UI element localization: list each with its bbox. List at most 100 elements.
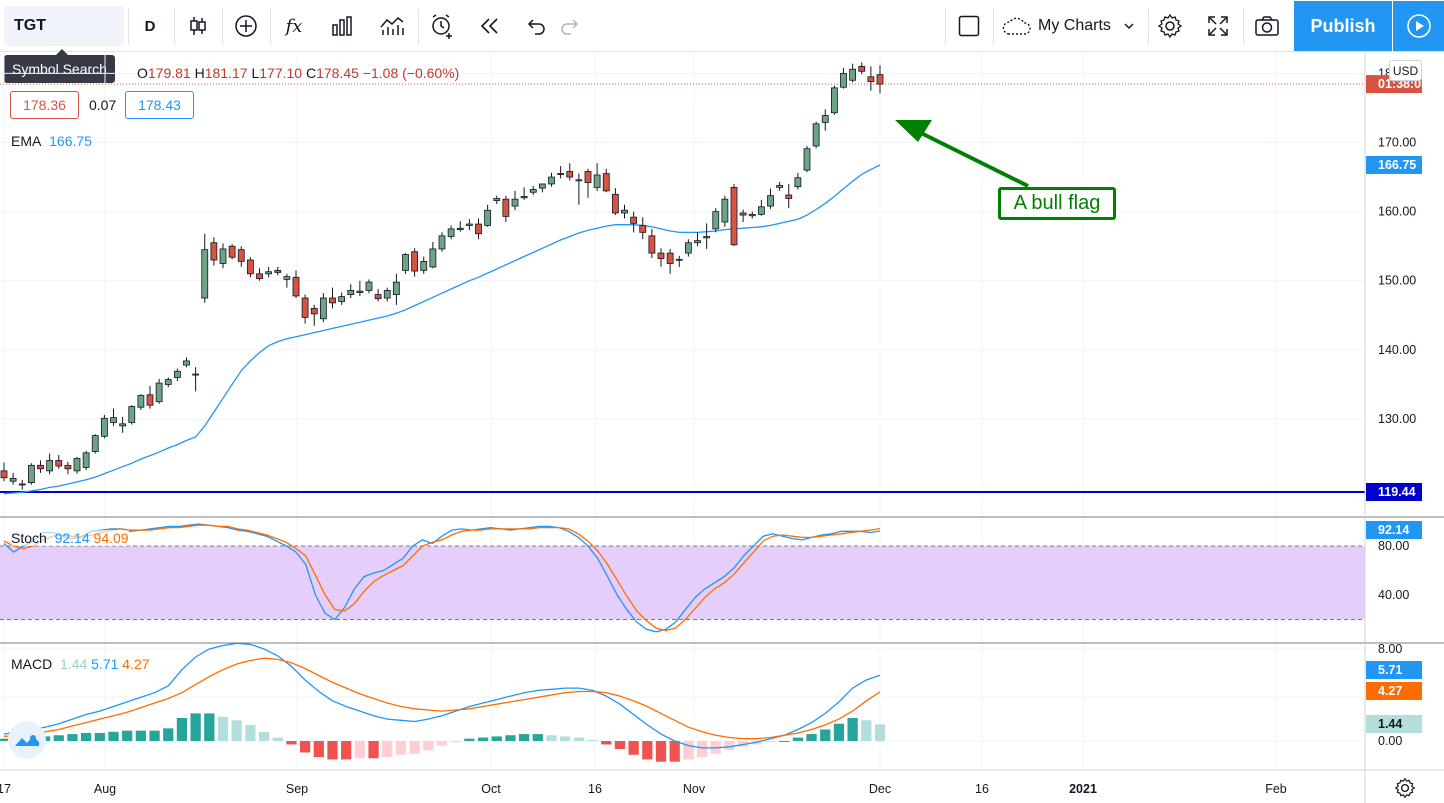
templates-button[interactable] bbox=[324, 0, 360, 52]
candle-body bbox=[100, 417, 108, 437]
macd-histogram-bar bbox=[327, 741, 338, 760]
macd-signal-value: 4.27 bbox=[122, 656, 150, 672]
macd-signal-badge-text: 4.27 bbox=[1378, 684, 1402, 698]
ema-legend[interactable]: EMA 166.75 bbox=[11, 133, 92, 149]
candle-body bbox=[502, 198, 510, 217]
candle-body bbox=[64, 464, 72, 470]
candle-body bbox=[794, 177, 802, 188]
candle-body bbox=[484, 209, 492, 226]
macd-line-value: 5.71 bbox=[91, 656, 119, 672]
candle-body bbox=[402, 254, 409, 271]
tradingview-logo[interactable] bbox=[8, 721, 46, 759]
candle bbox=[511, 190, 519, 211]
candle bbox=[812, 121, 820, 149]
candle bbox=[684, 239, 692, 257]
candle bbox=[137, 394, 145, 411]
stoch-d-value: 94.09 bbox=[93, 530, 129, 546]
candle bbox=[210, 237, 218, 266]
fx-icon: fx bbox=[285, 15, 303, 37]
candle bbox=[648, 228, 656, 258]
stoch-band-fill bbox=[0, 546, 1365, 620]
ask-value: 178.43 bbox=[138, 97, 181, 113]
candle-body bbox=[228, 245, 236, 258]
cloud-icon bbox=[1002, 17, 1031, 35]
candle bbox=[37, 460, 44, 473]
bar-style-button[interactable] bbox=[180, 0, 216, 52]
annotation-box[interactable]: A bull flag bbox=[998, 187, 1116, 220]
symbol-search-button[interactable]: TGT bbox=[4, 6, 124, 46]
macd-histogram-bar bbox=[477, 737, 489, 741]
macd-histogram-bar bbox=[163, 728, 174, 741]
macd-histogram-bar bbox=[464, 738, 475, 741]
candle-body bbox=[748, 213, 756, 217]
candle-body bbox=[575, 179, 583, 182]
candle-body bbox=[803, 148, 811, 171]
axis-settings-button[interactable] bbox=[1394, 777, 1418, 801]
interval-button[interactable]: D bbox=[132, 0, 168, 52]
candle bbox=[821, 109, 829, 131]
alert-button[interactable] bbox=[424, 0, 460, 52]
macd-legend[interactable]: MACD 1.44 5.71 4.27 bbox=[11, 656, 150, 672]
fullscreen-button[interactable] bbox=[1200, 0, 1236, 52]
candle-body bbox=[849, 68, 857, 81]
candle bbox=[803, 145, 811, 173]
toolbar-separator bbox=[270, 8, 271, 44]
candle bbox=[867, 66, 875, 91]
settings-button[interactable] bbox=[1152, 0, 1188, 52]
candle-body bbox=[219, 248, 227, 264]
candle bbox=[675, 255, 683, 267]
macd-histogram-bar bbox=[149, 730, 160, 741]
replay-button[interactable] bbox=[472, 0, 508, 52]
candles-icon bbox=[190, 17, 206, 35]
candle bbox=[621, 204, 628, 219]
candle bbox=[365, 279, 373, 294]
hline-price-badge-text: 119.44 bbox=[1378, 485, 1416, 499]
candle-body bbox=[27, 464, 35, 483]
replay-play-button[interactable] bbox=[1393, 1, 1444, 51]
candle bbox=[55, 454, 63, 469]
candle-body bbox=[356, 290, 364, 293]
macd-histogram-bar bbox=[614, 741, 626, 750]
financials-button[interactable] bbox=[374, 0, 410, 52]
compare-button[interactable] bbox=[228, 0, 264, 52]
undo-button[interactable] bbox=[518, 0, 554, 52]
candle-body bbox=[876, 74, 884, 85]
macd-histogram-bar bbox=[683, 741, 694, 760]
axes: 130.00140.00150.00160.00170.00180.0001:3… bbox=[0, 52, 1444, 803]
stoch-legend[interactable]: Stoch 92.14 94.09 bbox=[11, 530, 129, 546]
candle-body bbox=[411, 251, 419, 272]
my-charts-button[interactable]: My Charts bbox=[998, 0, 1144, 52]
candle bbox=[256, 268, 263, 281]
redo-button[interactable] bbox=[552, 0, 588, 52]
toolbar-separator bbox=[1148, 8, 1149, 44]
candle bbox=[602, 168, 610, 193]
macd-hist-badge: 1.44 bbox=[1366, 715, 1422, 733]
macd-histogram-bar bbox=[779, 741, 790, 742]
currency-button[interactable]: USD bbox=[1389, 60, 1422, 81]
snapshot-button[interactable] bbox=[1249, 0, 1285, 52]
candle bbox=[767, 188, 774, 209]
candle bbox=[128, 405, 136, 425]
sell-price-box[interactable]: 178.36 bbox=[10, 91, 79, 119]
candle-body bbox=[128, 406, 136, 423]
bar-chart-icon bbox=[332, 16, 352, 36]
candle-body bbox=[365, 281, 373, 291]
select-layout-button[interactable] bbox=[952, 0, 986, 52]
candle bbox=[666, 248, 674, 274]
macd-histogram-bar bbox=[505, 735, 516, 741]
macd-axis-tick: 0.00 bbox=[1378, 734, 1402, 748]
macd-histogram-bar bbox=[861, 720, 872, 741]
macd-histogram-bar bbox=[122, 730, 133, 741]
stoch-label: Stoch bbox=[11, 530, 47, 546]
toolbar-separator bbox=[1243, 8, 1244, 44]
indicators-button[interactable]: fx bbox=[276, 0, 312, 52]
macd-histogram-bar bbox=[546, 735, 557, 741]
toolbar-separator bbox=[174, 8, 175, 44]
time-axis-label: Feb bbox=[1265, 782, 1287, 796]
buy-price-box[interactable]: 178.43 bbox=[125, 91, 194, 119]
hline-price-badge: 119.44 bbox=[1366, 483, 1422, 501]
open-value: 179.81 bbox=[147, 65, 191, 81]
publish-button[interactable]: Publish bbox=[1294, 1, 1392, 51]
ema-line bbox=[3, 164, 881, 495]
